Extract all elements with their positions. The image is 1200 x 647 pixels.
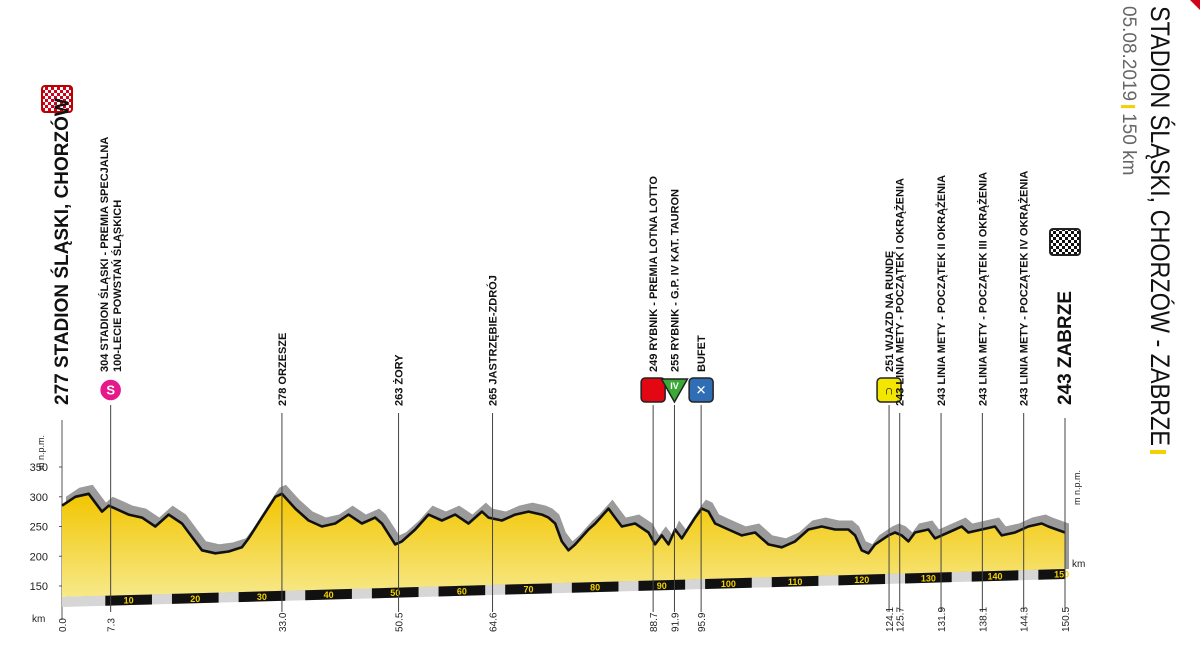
km-block (371, 587, 419, 599)
waypoint-icon (98, 378, 123, 402)
waypoint-major-label: 243 ZABRZE (1055, 291, 1076, 405)
x-axis-label-right: km (1072, 559, 1085, 570)
waypoint-km: 0.0 (58, 618, 69, 632)
profile-line (61, 492, 1066, 555)
waypoint-label: 100-LECIE POWSTAŃ ŚLĄSKICH (111, 200, 124, 372)
y-axis-label-right: m n.p.m. (1072, 470, 1082, 505)
waypoint-label: 243 LINIA METY - POCZĄTEK IV OKRĄŻENIA (1018, 171, 1031, 406)
km-block (105, 594, 152, 606)
km-block (505, 583, 552, 595)
finish-flag (1049, 228, 1081, 256)
waypoint-km: 138.1 (978, 607, 989, 632)
waypoint-km: 64.6 (489, 612, 500, 632)
x-axis-label: km (32, 614, 45, 625)
km-block (571, 581, 619, 593)
title-separator (1150, 450, 1166, 454)
waypoint-label: 255 RYBNIK - G.P. IV KAT. TAURON (669, 189, 681, 372)
km-block (638, 579, 686, 591)
waypoint-icon-text: IV (670, 381, 679, 391)
x-tick-label: 60 (457, 586, 467, 596)
waypoint-label: BUFET (696, 335, 708, 372)
waypoint-icon-text: S (106, 383, 115, 398)
km-block (1038, 569, 1065, 580)
waypoint-label: 265 JASTRZĘBIE-ZDRÓJ (487, 275, 500, 406)
waypoint-label: 243 LINIA METY - POCZĄTEK II OKRĄŻENIA (935, 175, 948, 406)
km-block (305, 588, 352, 601)
waypoint-icon (876, 377, 902, 403)
distance: 150 km (1118, 113, 1139, 175)
y-tick-label: 250 (30, 522, 48, 534)
waypoint-label: 243 LINIA METY - POCZĄTEK III OKRĄŻENIA (976, 172, 989, 406)
title: STADION ŚLĄSKI, CHORZÓW - ZABRZE (1145, 6, 1177, 446)
waypoint-icon (660, 378, 689, 404)
waypoint-km: 7.3 (107, 618, 118, 632)
km-block (705, 577, 752, 590)
y-tick-label: 150 (30, 581, 48, 593)
waypoint-label: 263 ŻORY (393, 354, 406, 406)
waypoint-km: 131.9 (937, 607, 948, 632)
y-tick-label: 200 (30, 551, 48, 563)
waypoint-km: 50.5 (395, 612, 406, 632)
waypoint-km: 144.3 (1020, 607, 1031, 632)
waypoint-label: 278 ORZESZE (277, 333, 289, 406)
waypoint-km: 150.5 (1061, 607, 1072, 632)
km-block (771, 575, 819, 588)
waypoint-label: 249 RYBNIK - PREMIA LOTNA LOTTO (648, 176, 660, 372)
waypoint-icon-text: ✕ (696, 383, 707, 398)
corner-mark (1190, 0, 1200, 10)
x-tick-label: 80 (590, 583, 600, 593)
waypoint-km: 91.9 (670, 612, 681, 632)
y-tick-label: 350 (30, 462, 48, 474)
x-tick-label: 150 (1054, 570, 1069, 580)
x-tick-label: 130 (921, 573, 936, 583)
waypoint-km: 33.0 (278, 612, 289, 632)
x-tick-label: 100 (721, 579, 736, 589)
waypoint-km: 124.1 (885, 607, 896, 632)
waypoint-label: 304 STADION ŚLĄSKI - PREMIA SPECJALNA (98, 137, 111, 372)
start-flag (41, 85, 73, 113)
km-block (438, 585, 486, 597)
y-axis-label: m n.p.m. (36, 435, 46, 470)
waypoint-label: 243 LINIA METY - POCZĄTEK I OKRĄŻENIA (894, 178, 907, 406)
x-tick-label: 90 (657, 581, 667, 591)
waypoint-icon (640, 377, 666, 403)
km-block (238, 590, 286, 603)
km-block (838, 574, 886, 586)
y-tick-label: 300 (30, 492, 48, 504)
x-tick-label: 10 (124, 596, 134, 606)
x-tick-label: 120 (854, 575, 869, 585)
x-tick-label: 20 (190, 594, 200, 604)
x-tick-label: 30 (257, 592, 267, 602)
waypoint-label: 251 WJAZD NA RUNDĘ (884, 251, 896, 372)
waypoint-icon (688, 377, 714, 403)
x-tick-label: 110 (788, 577, 803, 587)
x-tick-label: 50 (390, 588, 400, 598)
km-block (905, 572, 952, 584)
waypoint-km: 95.9 (697, 612, 708, 632)
km-block (971, 570, 1019, 582)
x-tick-label: 140 (988, 571, 1003, 581)
waypoint-icon-text: ∩ (884, 383, 893, 398)
waypoint-km: 125.7 (896, 607, 907, 632)
waypoint-major-label: 277 STADION ŚLĄSKI, CHORZÓW (51, 98, 73, 405)
km-block (171, 592, 219, 604)
waypoint-km: 88.7 (649, 612, 660, 632)
date: 05.08.2019 (1118, 6, 1139, 101)
date-separator (1121, 105, 1135, 109)
x-tick-label: 40 (324, 590, 334, 600)
x-tick-label: 70 (524, 584, 534, 594)
